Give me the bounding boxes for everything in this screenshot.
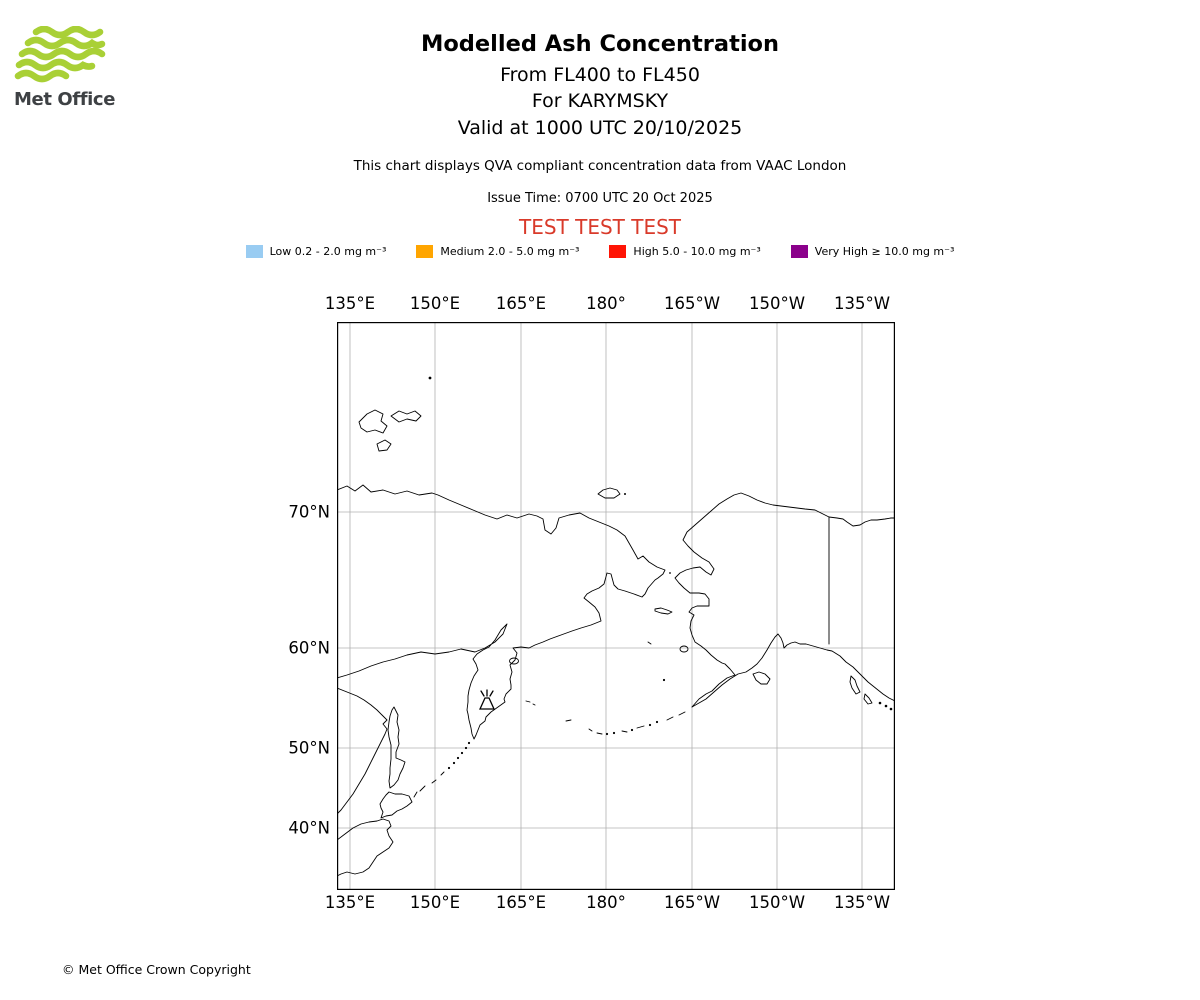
- lat-label: 40°N: [288, 818, 330, 838]
- page-title: Modelled Ash Concentration: [420, 31, 780, 57]
- copyright-text: © Met Office Crown Copyright: [62, 962, 251, 977]
- lat-label: 50°N: [288, 738, 330, 758]
- lon-label-top: 165°W: [663, 294, 721, 313]
- test-banner: TEST TEST TEST: [518, 215, 681, 239]
- legend-item: Medium 2.0 - 5.0 mg m⁻³: [416, 245, 579, 258]
- met-office-logo: Met Office: [14, 25, 134, 110]
- legend-label: High 5.0 - 10.0 mg m⁻³: [633, 245, 761, 258]
- issue-time: Issue Time: 0700 UTC 20 Oct 2025: [487, 191, 713, 206]
- legend: Low 0.2 - 2.0 mg m⁻³ Medium 2.0 - 5.0 mg …: [0, 245, 1200, 258]
- legend-item: Low 0.2 - 2.0 mg m⁻³: [245, 245, 387, 258]
- lon-label-top: 135°E: [324, 294, 376, 313]
- lon-label-bottom: 150°W: [748, 893, 806, 912]
- compliance-note: This chart displays QVA compliant concen…: [353, 158, 847, 174]
- legend-swatch: [790, 245, 808, 258]
- lon-label-bottom: 165°E: [495, 893, 547, 912]
- legend-swatch: [609, 245, 627, 258]
- lon-label-top: 150°W: [748, 294, 806, 313]
- volcano-marker-icon: [478, 689, 496, 710]
- legend-label: Low 0.2 - 2.0 mg m⁻³: [269, 245, 387, 258]
- lon-label-bottom: 165°W: [663, 893, 721, 912]
- map-border: [337, 322, 895, 890]
- subtitle-flight-levels: From FL400 to FL450: [500, 64, 700, 86]
- grid-lines: [337, 322, 895, 890]
- met-office-logo-text: Met Office: [14, 89, 116, 110]
- lon-label-bottom: 180°: [586, 893, 626, 912]
- coastlines: [337, 409, 895, 877]
- legend-label: Medium 2.0 - 5.0 mg m⁻³: [440, 245, 580, 258]
- lon-label-top: 135°W: [833, 294, 891, 313]
- lon-label-top: 180°: [586, 294, 626, 313]
- lon-label-bottom: 150°E: [409, 893, 461, 912]
- subtitle-volcano: For KARYMSKY: [531, 90, 669, 112]
- lon-label-top: 165°E: [495, 294, 547, 313]
- legend-label: Very High ≥ 10.0 mg m⁻³: [814, 245, 955, 258]
- island-dots: [428, 376, 893, 770]
- lon-label-bottom: 135°W: [833, 893, 891, 912]
- lon-label-bottom: 135°E: [324, 893, 376, 912]
- legend-item: High 5.0 - 10.0 mg m⁻³: [609, 245, 761, 258]
- lat-label: 60°N: [288, 638, 330, 658]
- met-office-waves-icon: [14, 25, 106, 83]
- legend-item: Very High ≥ 10.0 mg m⁻³: [790, 245, 955, 258]
- legend-swatch: [245, 245, 263, 258]
- subtitle-valid-time: Valid at 1000 UTC 20/10/2025: [457, 117, 743, 139]
- map: [337, 322, 895, 890]
- legend-swatch: [416, 245, 434, 258]
- lon-label-top: 150°E: [409, 294, 461, 313]
- lat-label: 70°N: [288, 502, 330, 522]
